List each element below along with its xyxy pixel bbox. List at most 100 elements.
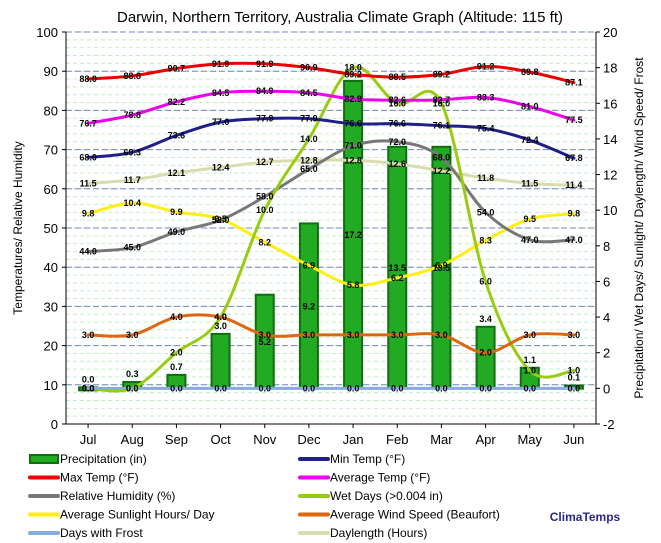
data-label: 0.0 <box>126 383 139 393</box>
series-line-average-wind-speed-beaufort <box>86 313 576 355</box>
data-label: 9.5 <box>214 214 227 224</box>
data-label: 3.0 <box>82 330 95 340</box>
legend-label-average-wind-speed-beaufort: Average Wind Speed (Beaufort) <box>330 508 500 522</box>
data-label: 77.9 <box>256 114 274 124</box>
data-label: 72.4 <box>521 135 539 145</box>
data-label: 71.0 <box>344 141 362 151</box>
data-label: 88.8 <box>123 71 141 81</box>
y-tick-left-label: 70 <box>44 143 58 158</box>
x-tick-label-jan: Jan <box>343 432 364 447</box>
series-line-min-temp-f <box>86 116 576 160</box>
grid-lines <box>66 31 596 425</box>
data-label: 76.1 <box>433 121 451 131</box>
y-tick-right-label: -2 <box>603 417 615 432</box>
data-label: 3.0 <box>126 330 139 340</box>
data-label: 76.6 <box>344 119 362 129</box>
x-tick-label-feb: Feb <box>386 432 408 447</box>
y-tick-left-label: 20 <box>44 339 58 354</box>
y-tick-right-label: 2 <box>603 346 610 361</box>
data-label: 78.8 <box>123 110 141 120</box>
data-label: 6.9 <box>435 260 448 270</box>
data-label: 0.0 <box>391 383 404 393</box>
data-label: 12.6 <box>388 159 406 169</box>
data-labels: 0.00.30.73.05.29.217.213.5 13.53.41.10.16… <box>79 59 582 394</box>
data-label: 11.4 <box>565 180 582 190</box>
data-label: 82.9 <box>344 94 362 104</box>
series-line-relative-humidity <box>86 139 576 254</box>
y-tick-right-label: 6 <box>603 274 610 289</box>
data-label: 14.0 <box>300 134 318 144</box>
data-label: 84.9 <box>256 86 274 96</box>
legend-label-average-temp-f: Average Temp (°F) <box>330 471 430 485</box>
data-label: 68.0 <box>79 152 97 162</box>
y-tick-right-label: 12 <box>603 168 617 183</box>
data-label: 3.0 <box>214 321 227 331</box>
data-label: 16.0 <box>388 98 406 108</box>
data-label: 54.0 <box>477 207 495 217</box>
data-label: 77.5 <box>565 115 583 125</box>
data-label: 76.7 <box>79 118 97 128</box>
data-label: 88.5 <box>388 72 406 82</box>
precipitation-bars <box>78 79 584 392</box>
data-label: 6.0 <box>479 276 492 286</box>
data-label: 81.0 <box>521 101 539 111</box>
data-label: 8.2 <box>258 237 271 247</box>
data-label: 84.5 <box>212 88 230 98</box>
data-label: 73.6 <box>168 130 186 140</box>
data-label: 3.0 <box>435 330 448 340</box>
data-label: 5.2 <box>258 337 271 347</box>
data-label: 3.0 <box>568 330 581 340</box>
legend-swatch-precipitation-in <box>29 454 59 464</box>
data-label: 91.2 <box>477 61 495 71</box>
data-label: 17.2 <box>344 230 362 240</box>
data-label: 47.0 <box>565 235 583 245</box>
legend-label-wet-days-0-004-in: Wet Days (>0.004 in) <box>330 489 443 503</box>
data-label: 10.4 <box>123 198 141 208</box>
data-label: 82.6 <box>388 95 406 105</box>
data-label: 9.8 <box>82 209 95 219</box>
data-label: 13.5 <box>388 263 406 273</box>
data-label: 82.2 <box>168 97 186 107</box>
data-label: 9.8 <box>568 209 581 219</box>
brand-logo: ClimaTemps <box>550 510 621 524</box>
y-tick-right-label: 4 <box>603 310 610 325</box>
y-tick-right-label: 20 <box>603 25 617 40</box>
data-label: 3.0 <box>391 330 404 340</box>
series-line-average-temp-f <box>86 89 576 125</box>
data-label: 12.1 <box>168 168 186 178</box>
y-tick-right-label: 0 <box>603 381 610 396</box>
data-label: 72.0 <box>388 137 406 147</box>
precipitation-bar-oct <box>210 332 231 390</box>
data-label: 0.0 <box>126 383 139 393</box>
data-label: 67.8 <box>565 153 583 163</box>
legend-label-min-temp-f: Min Temp (°F) <box>330 452 405 466</box>
y-tick-left-label: 100 <box>36 25 58 40</box>
data-label: 18.0 <box>344 63 362 73</box>
data-label: 2.0 <box>170 348 183 358</box>
legend-label-average-sunlight-hours-day: Average Sunlight Hours/ Day <box>60 508 215 522</box>
chart-title: Darwin, Northern Territory, Australia Cl… <box>117 9 563 26</box>
data-label: 5.8 <box>347 280 360 290</box>
data-label: 3.0 <box>303 330 316 340</box>
data-label: 52.0 <box>212 215 230 225</box>
x-tick-label-apr: Apr <box>475 432 496 447</box>
series-line-max-temp-f <box>86 61 576 85</box>
y-tick-right-label: 18 <box>603 61 617 76</box>
data-label: 4.0 <box>170 312 183 322</box>
data-label: 89.2 <box>344 69 362 79</box>
data-label: 12.7 <box>256 157 274 167</box>
data-label: 0.0 <box>523 383 536 393</box>
data-label: 0.0 <box>303 383 316 393</box>
data-label: 12.8 <box>344 155 362 165</box>
data-label: 3.0 <box>523 330 536 340</box>
x-tick-label-may: May <box>517 432 542 447</box>
data-label: 87.1 <box>565 78 583 88</box>
y-tick-right-label: 14 <box>603 132 617 147</box>
y-axis-left-label: Temperatures/ Relative Humidity <box>11 141 25 314</box>
data-label: 11.5 <box>521 178 538 188</box>
y-tick-right-label: 16 <box>603 96 617 111</box>
data-label: 77.9 <box>300 114 318 124</box>
data-label: 11.7 <box>124 175 141 185</box>
data-label: 58.0 <box>256 192 274 202</box>
